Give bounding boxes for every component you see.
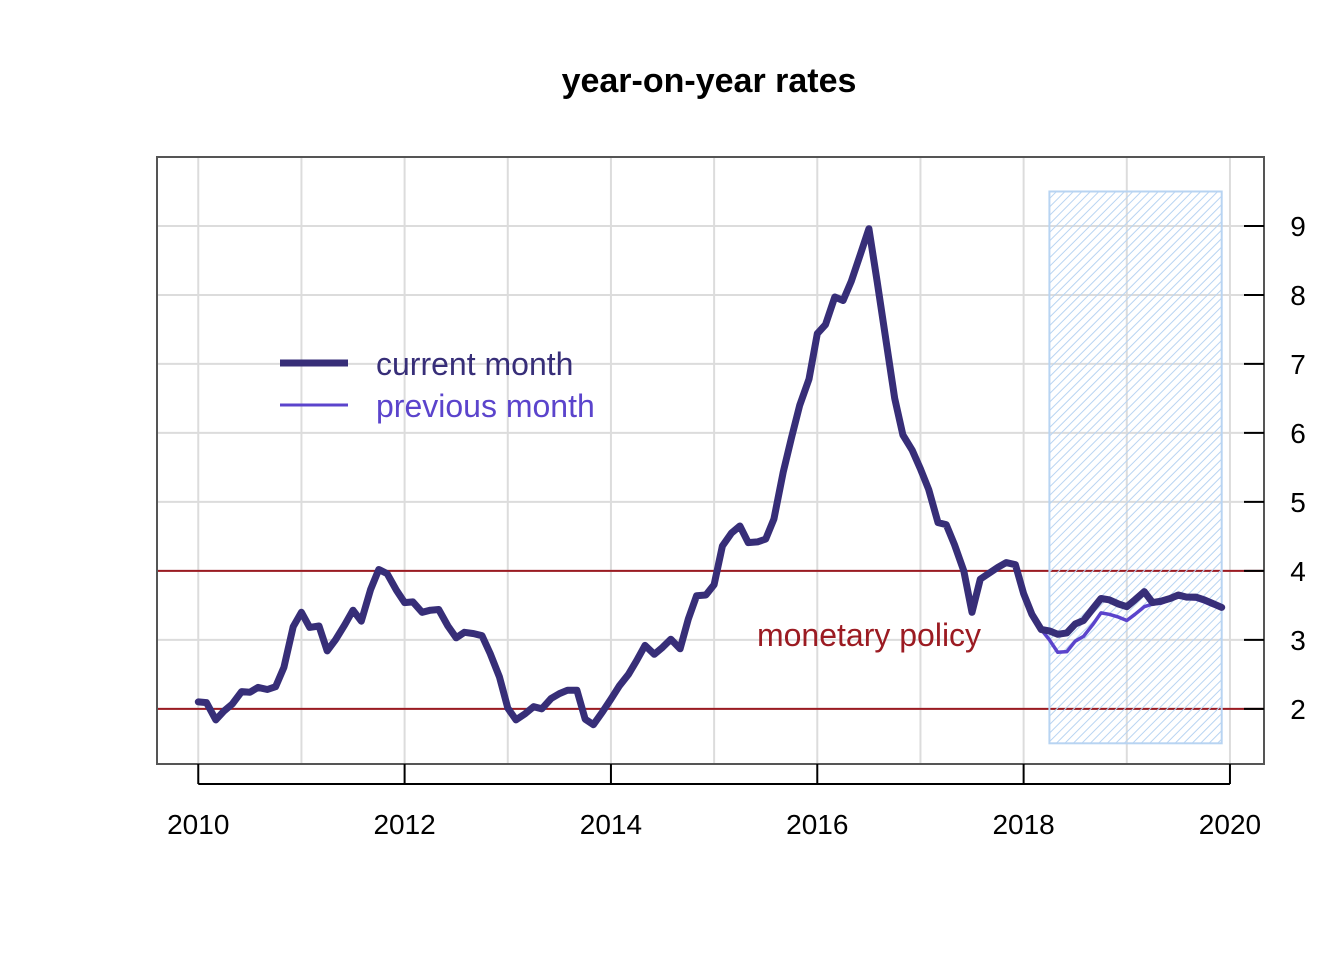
x-tick-label: 2016 — [786, 809, 848, 840]
legend: current month previous month — [280, 346, 595, 424]
x-axis: 2010 2012 2014 2016 2018 2020 — [167, 764, 1261, 840]
forecast-region — [1048, 190, 1223, 745]
legend-previous-label: previous month — [376, 388, 595, 424]
y-tick-label: 2 — [1290, 694, 1306, 725]
monetary-policy-label: monetary policy — [757, 617, 981, 653]
series-current-month-line — [194, 225, 1226, 729]
y-tick-label: 3 — [1290, 625, 1306, 656]
x-tick-label: 2010 — [167, 809, 229, 840]
forecast-region-rect — [1048, 190, 1223, 745]
plot-frame — [156, 156, 1265, 765]
y-tick-label: 9 — [1290, 211, 1306, 242]
legend-current-label: current month — [376, 346, 573, 382]
x-tick-label: 2020 — [1199, 809, 1261, 840]
y-tick-label: 8 — [1290, 280, 1306, 311]
y-tick-label: 4 — [1290, 556, 1306, 587]
x-tick-label: 2012 — [373, 809, 435, 840]
y-tick-label: 5 — [1290, 487, 1306, 518]
series-lines — [194, 225, 1226, 729]
y-tick-label: 6 — [1290, 418, 1306, 449]
x-tick-label: 2014 — [580, 809, 642, 840]
y-tick-label: 7 — [1290, 349, 1306, 380]
chart-title: year-on-year rates — [562, 62, 857, 100]
x-tick-label: 2018 — [992, 809, 1054, 840]
y-axis: 2 3 4 5 6 7 8 9 — [1244, 211, 1306, 725]
